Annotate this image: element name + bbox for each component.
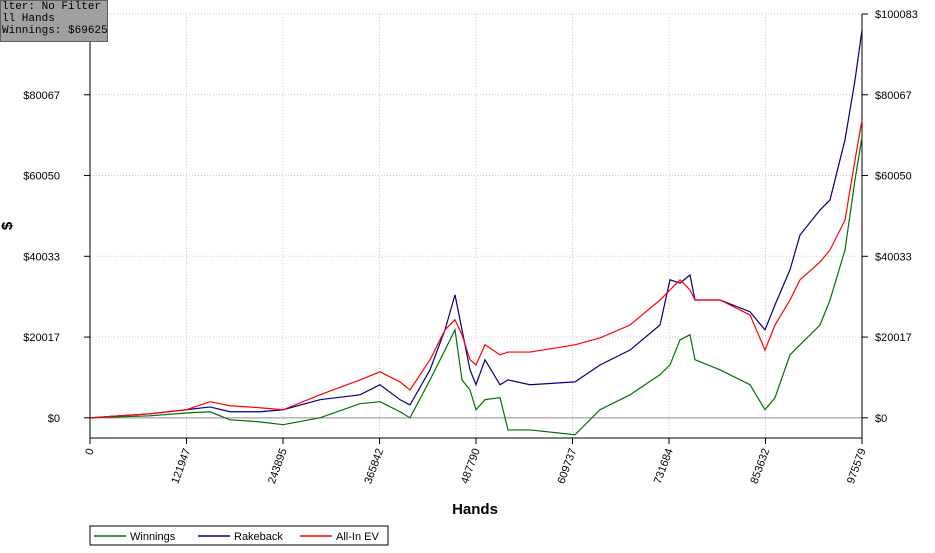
x-tick-label: 731684 (652, 447, 676, 486)
y-tick-label: $40033 (23, 251, 60, 263)
y-tick-label: $80067 (23, 90, 60, 102)
x-tick-label: 487790 (459, 447, 483, 486)
y-tick-label: $0 (48, 413, 60, 425)
x-tick-label: 975579 (845, 447, 869, 486)
y2-tick-label: $100083 (875, 9, 918, 21)
y2-tick-label: $20017 (875, 332, 912, 344)
y-axis-label: $ (0, 221, 16, 230)
x-tick-label: 365842 (362, 447, 386, 486)
series-line (89, 136, 863, 436)
x-tick-label: 121947 (169, 447, 193, 486)
legend-label: Winnings (130, 531, 176, 543)
y2-tick-label: $40033 (875, 251, 912, 263)
series-line (89, 119, 863, 419)
y2-tick-label: $60050 (875, 171, 912, 183)
y-tick-label: $60050 (23, 171, 60, 183)
legend-label: All-In EV (336, 531, 379, 543)
legend-label: Rakeback (234, 531, 283, 543)
x-axis-label: Hands (452, 501, 498, 518)
x-tick-label: 0 (83, 447, 96, 457)
series-line (89, 29, 863, 419)
y2-tick-label: $0 (875, 413, 887, 425)
x-tick-label: 853632 (748, 447, 772, 486)
info-line: lter: No Filter (2, 1, 102, 13)
info-box: lter: No Filter ll Hands Winnings: $6962… (0, 0, 108, 42)
x-tick-label: 609737 (555, 447, 579, 486)
y2-tick-label: $80067 (875, 90, 912, 102)
legend-box (89, 525, 389, 546)
info-line: Winnings: $69625.80 (2, 25, 108, 37)
x-tick-label: 243895 (266, 447, 290, 486)
y-tick-label: $20017 (23, 332, 60, 344)
info-line: ll Hands (2, 13, 55, 25)
